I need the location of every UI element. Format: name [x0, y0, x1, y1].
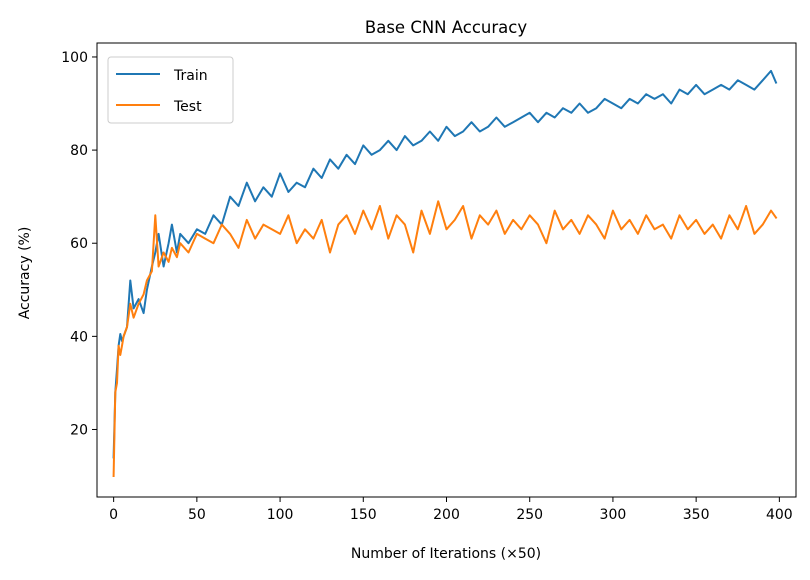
- x-tick-label: 150: [350, 507, 377, 523]
- x-tick-label: 250: [516, 507, 543, 523]
- legend-label-train: Train: [173, 68, 208, 84]
- y-tick-label: 60: [70, 236, 88, 252]
- x-axis-label: Number of Iterations (×50): [351, 546, 541, 562]
- y-tick-label: 80: [70, 143, 88, 159]
- x-tick-label: 400: [766, 507, 793, 523]
- x-tick-label: 100: [267, 507, 294, 523]
- x-tick-label: 200: [433, 507, 460, 523]
- x-tick-label: 350: [683, 507, 710, 523]
- legend-label-test: Test: [173, 99, 202, 115]
- x-tick-label: 0: [109, 507, 118, 523]
- x-tick-label: 300: [600, 507, 627, 523]
- series-layer: [112, 69, 778, 478]
- legend: Train Test: [107, 56, 234, 124]
- series-line-train: [112, 69, 778, 459]
- series-line-test: [112, 200, 778, 478]
- y-tick-label: 40: [70, 329, 88, 345]
- y-axis-label: Accuracy (%): [17, 227, 33, 320]
- axis-layer: 0 50 100 150 200 250 300 350 400 20 40 60 80 100: [61, 42, 797, 523]
- chart-title: Base CNN Accuracy: [365, 18, 527, 37]
- y-tick-label: 100: [61, 50, 88, 66]
- x-tick-label: 50: [188, 507, 206, 523]
- legend-box: [107, 56, 234, 124]
- y-tick-label: 20: [70, 422, 88, 438]
